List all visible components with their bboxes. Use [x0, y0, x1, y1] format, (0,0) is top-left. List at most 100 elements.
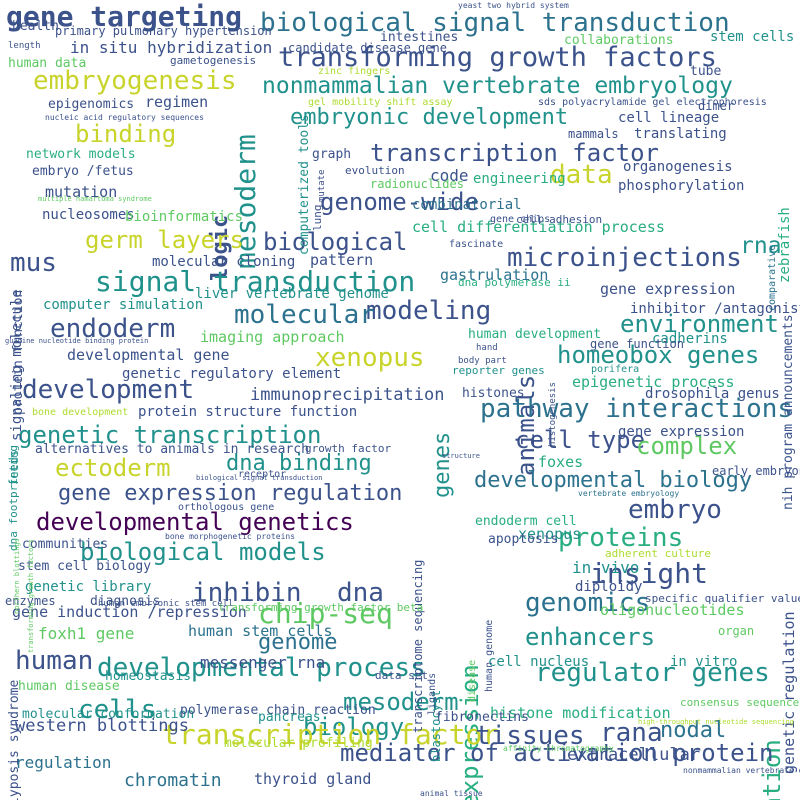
word-development: development	[22, 375, 195, 405]
word-regimen: regimen	[145, 93, 209, 111]
word-lung: lung	[311, 204, 324, 232]
word-cadherins: cadherins	[652, 331, 728, 347]
word-endoderm-cell: endoderm cell	[475, 514, 577, 529]
word-human-genome: human genome	[484, 619, 495, 692]
word-network-models: network models	[26, 147, 136, 162]
word-primary-pulmonary-hypertension: primary pulmonary hypertension	[55, 24, 272, 38]
word-western-blottings: western blottings	[15, 716, 189, 736]
word-imaging-approach: imaging approach	[200, 328, 345, 346]
word-yeast-two-hybrid-system: yeast two hybrid system	[458, 1, 569, 10]
word-growth-factor: growth factor	[305, 442, 392, 455]
word-intestines: intestines	[380, 30, 459, 45]
word-messenger-rna: messenger rna	[200, 653, 326, 672]
word-mutation: mutation	[45, 183, 118, 201]
word-regulation: regulation	[15, 753, 112, 772]
word-receptor: receptor	[238, 469, 287, 480]
word-dna-binding: dna binding	[226, 451, 372, 476]
word-computer-simulation: computer simulation	[43, 297, 204, 313]
word-stem-cell-biology: stem cell biology	[18, 559, 152, 574]
word-insight: insight	[590, 557, 709, 590]
word-engineering: engineering	[473, 171, 566, 187]
word-extracellular: extracellular	[567, 745, 701, 765]
word-ligands: ligands	[427, 672, 438, 715]
word-developmental-genetics: developmental genetics	[36, 508, 354, 536]
word-body-part: body part	[458, 356, 507, 366]
word-gene-targeting: gene targeting	[6, 0, 243, 33]
word-gene-chips: gene chips	[490, 214, 551, 225]
word-drosophila-genus: drosophila genus	[645, 386, 780, 402]
word-gene-induction-repression: gene induction /repression	[12, 603, 247, 621]
word-mus: mus	[10, 248, 57, 278]
word-immunoprecipitation: immunoprecipitation	[250, 385, 445, 405]
word-genetic-regulatory-element: genetic regulatory element	[122, 366, 342, 382]
word-liver-vertebrate-genome: liver vertebrate genome	[195, 286, 389, 302]
word-tissues: tissues	[475, 721, 585, 751]
word-transforming-growth-factors: transforming growth factors	[278, 42, 717, 73]
word-chip-seq: chip-seq	[258, 597, 393, 630]
word-enhancers: enhancers	[525, 623, 656, 651]
word-foxh1-gene: foxh1 gene	[38, 624, 135, 643]
word-sds-polyacrylamide-gel-electrophoresis: sds polyacrylamide gel electrophoresis	[538, 97, 767, 108]
word-genetic-library: genetic library	[25, 579, 152, 595]
word-regulator-genes: regulator genes	[535, 658, 770, 688]
word-candidate-disease-gene: candidate disease gene	[288, 41, 447, 55]
word-evolution: evolution	[345, 164, 405, 177]
word-mammals: mammals	[568, 127, 619, 141]
word-computerized-tools: computerized tools	[297, 114, 312, 255]
word-stem-cells: stem cells	[710, 29, 795, 45]
word-dimer: dimer	[698, 99, 735, 113]
word-biological-models: biological models	[80, 538, 326, 566]
word-mesoderm: mesoderm	[343, 688, 459, 716]
word-cell-differentiation-process: cell differentiation process	[412, 218, 665, 236]
word-code: code	[430, 166, 469, 185]
word-protein-structure-function: protein structure function	[138, 404, 358, 420]
word-tube: tube	[690, 64, 722, 79]
word-genomics: genomics	[525, 588, 651, 618]
word-bone-development: bone development	[32, 407, 129, 418]
word-cell-lineage: cell lineage	[618, 110, 720, 126]
word-specific-qualifier-value: specific qualifier value	[645, 592, 800, 605]
word-nonmammalian-vertebrate-embryology: nonmammalian vertebrate embryology	[262, 73, 733, 99]
word-human-stem-cells: human stem cells	[188, 622, 333, 640]
word-developmental-biology: developmental biology	[474, 468, 753, 493]
word-complex: complex	[636, 432, 738, 460]
word-multiple-hamartoma-syndrome: multiple hamartoma syndrome	[38, 195, 152, 203]
word-collaborations: collaborations	[564, 33, 674, 48]
word-human-data: human data	[8, 56, 87, 71]
word-bone-morphogenetic-proteins: bone morphogenetic proteins	[165, 532, 296, 541]
word-environment: environment	[620, 310, 779, 338]
word-inhibitor-antagonist: inhibitor /antagonist	[630, 301, 800, 317]
word-nucleic-acid-regulatory-sequences: nucleic acid regulatory sequences	[45, 113, 204, 122]
word-microinjections: microinjections	[507, 243, 742, 273]
word-embryo: embryo	[628, 495, 722, 525]
word-molecular-cloning: molecular cloning	[152, 254, 296, 270]
word-dna-polymerase-ii: dna polymerase ii	[458, 276, 571, 289]
word-zebrafish: zebrafish	[777, 207, 793, 283]
word-diploidy: diploidy	[575, 579, 643, 595]
word-animal-tissue: animal tissue	[420, 789, 483, 798]
word-thyroid-gland: thyroid gland	[254, 770, 372, 788]
word-gametogenesis: gametogenesis	[170, 54, 257, 67]
word-gene-expression: gene expression	[618, 424, 745, 440]
word-nucleosomes: nucleosomes	[42, 207, 135, 223]
word-molecular-conformation: molecular conformation	[22, 707, 195, 722]
word-homeostasis: homeostasis	[105, 669, 192, 684]
word-nodal: nodal	[660, 718, 727, 743]
word-health: health	[12, 19, 59, 34]
word-dna: dna	[337, 578, 384, 608]
word-genome-wide: genome-wide	[320, 188, 479, 216]
word-transcription-factor: transcription factor	[370, 139, 659, 167]
word-gene-expression: gene expression	[600, 280, 736, 298]
word-genetic-transcription: genetic transcription	[18, 421, 322, 449]
word-apoptosis: apoptosis	[488, 532, 559, 547]
word-dna-footprinting: dna footprinting	[7, 445, 20, 551]
word-biological-signal-transduction: biological signal transduction	[260, 8, 730, 38]
word-histone-modification: histone modification	[490, 704, 671, 722]
word-in-vivo: in vivo	[572, 558, 640, 577]
word-communities: communities	[22, 537, 109, 552]
word-molecular: molecular	[234, 300, 375, 330]
word-cell-nucleus: cell nucleus	[488, 654, 590, 670]
word-binding: binding	[75, 120, 177, 148]
word-inhibin: inhibin	[192, 578, 302, 608]
word-developmental-gene: developmental gene	[67, 346, 230, 364]
